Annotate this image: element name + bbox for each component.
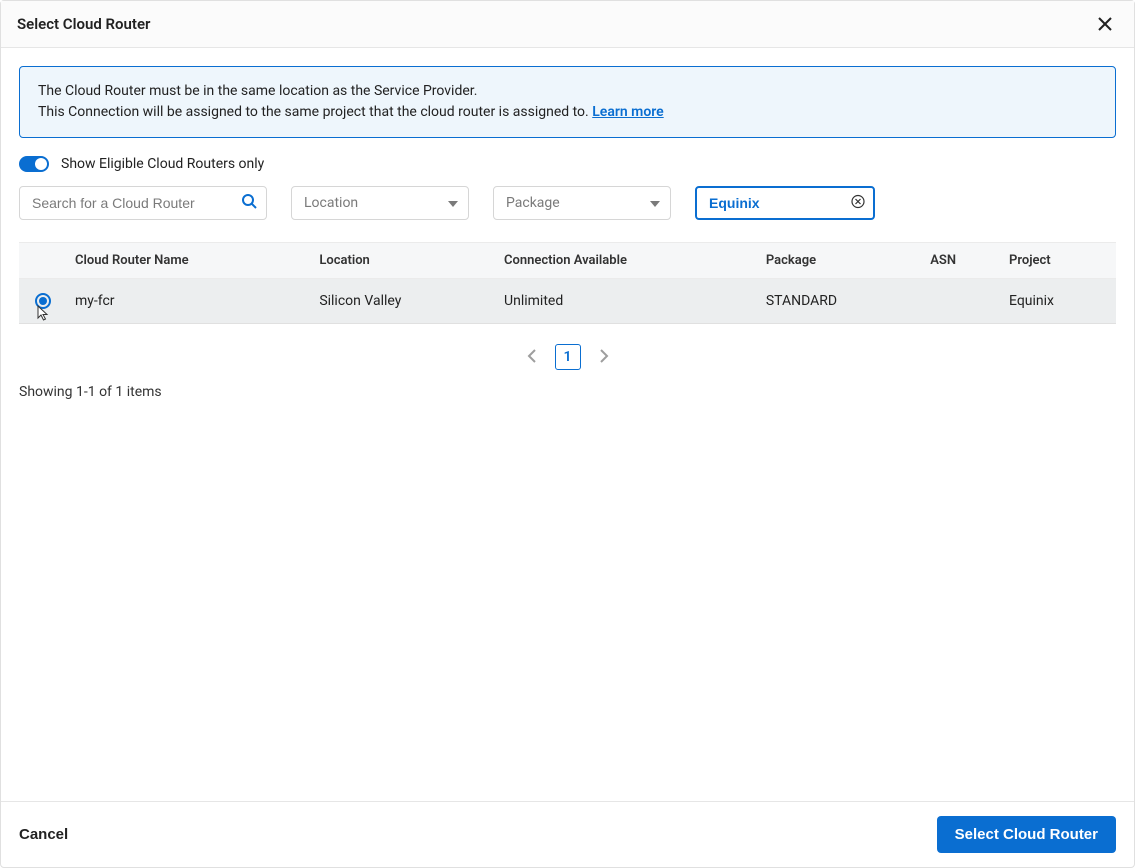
showing-text: Showing 1-1 of 1 items (19, 384, 1116, 400)
routers-table: Cloud Router Name Location Connection Av… (19, 242, 1116, 324)
chevron-down-icon (650, 195, 660, 211)
package-select[interactable]: Package (493, 186, 671, 220)
chevron-left-icon (527, 349, 537, 363)
modal-footer: Cancel Select Cloud Router (1, 801, 1134, 867)
eligible-toggle-row: Show Eligible Cloud Routers only (19, 156, 1116, 172)
modal-body: The Cloud Router must be in the same loc… (1, 48, 1134, 801)
col-package: Package (758, 243, 922, 279)
eligible-toggle[interactable] (19, 156, 49, 172)
package-select-label: Package (506, 195, 560, 211)
cell-project: Equinix (1001, 279, 1116, 324)
project-input[interactable] (695, 186, 875, 220)
info-line-2: This Connection will be assigned to the … (38, 102, 1097, 123)
col-project: Project (1001, 243, 1116, 279)
cancel-button[interactable]: Cancel (19, 826, 68, 843)
cell-connection: Unlimited (496, 279, 758, 324)
cell-package: STANDARD (758, 279, 922, 324)
table-row[interactable]: my-fcr Silicon Valley Unlimited STANDARD… (19, 279, 1116, 324)
select-cloud-router-modal: Select Cloud Router The Cloud Router mus… (0, 0, 1135, 868)
chevron-right-icon (599, 349, 609, 363)
chevron-down-icon (448, 195, 458, 211)
search-wrap (19, 186, 267, 220)
col-connection: Connection Available (496, 243, 758, 279)
search-icon (241, 193, 257, 213)
info-line-2-text: This Connection will be assigned to the … (38, 104, 592, 120)
pagination-prev[interactable] (523, 345, 541, 370)
row-select-radio[interactable] (35, 293, 51, 309)
modal-header: Select Cloud Router (1, 1, 1134, 48)
eligible-toggle-label: Show Eligible Cloud Routers only (61, 156, 264, 172)
info-banner: The Cloud Router must be in the same loc… (19, 66, 1116, 138)
project-input-wrap (695, 186, 875, 220)
routers-table-wrap: Cloud Router Name Location Connection Av… (19, 242, 1116, 324)
pagination: 1 (19, 344, 1116, 370)
col-select (19, 243, 67, 279)
table-header: Cloud Router Name Location Connection Av… (19, 243, 1116, 279)
clear-project-button[interactable] (849, 193, 867, 214)
learn-more-link[interactable]: Learn more (592, 104, 663, 120)
location-select-label: Location (304, 195, 358, 211)
row-radio-cell (19, 279, 67, 324)
clear-icon (851, 195, 865, 209)
select-cloud-router-button[interactable]: Select Cloud Router (937, 816, 1116, 853)
radio-dot (39, 297, 47, 305)
pagination-next[interactable] (595, 345, 613, 370)
cell-name: my-fcr (67, 279, 311, 324)
cell-asn (922, 279, 1001, 324)
pagination-page-1[interactable]: 1 (555, 344, 581, 370)
cell-location: Silicon Valley (311, 279, 496, 324)
col-location: Location (311, 243, 496, 279)
col-name: Cloud Router Name (67, 243, 311, 279)
col-asn: ASN (922, 243, 1001, 279)
info-line-1: The Cloud Router must be in the same loc… (38, 81, 1097, 102)
location-select[interactable]: Location (291, 186, 469, 220)
search-input[interactable] (19, 186, 267, 220)
filters-row: Location Package (19, 186, 1116, 220)
toggle-knob (35, 158, 47, 170)
close-button[interactable] (1092, 11, 1118, 37)
modal-title: Select Cloud Router (17, 15, 150, 33)
close-icon (1096, 15, 1114, 33)
